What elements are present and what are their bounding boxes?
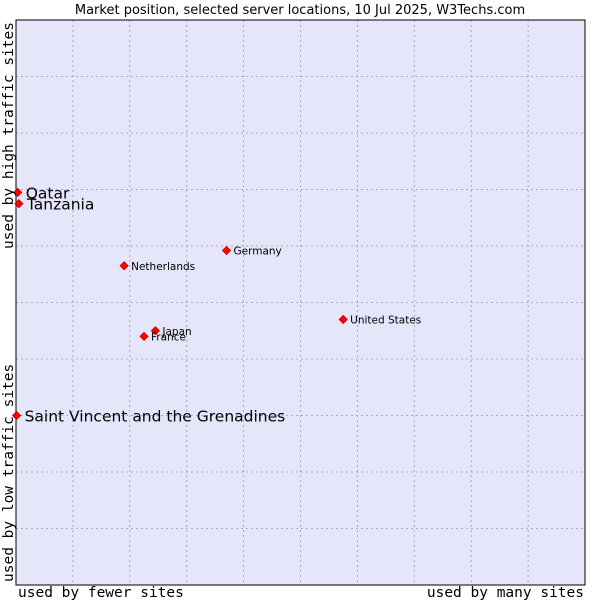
point-germany: Germany — [221, 245, 282, 258]
label-saint-vincent-and-the-grenadines: Saint Vincent and the Grenadines — [25, 408, 286, 426]
label-tanzania: Tanzania — [26, 196, 95, 214]
y-axis-label-bottom: used by low traffic sites — [1, 364, 17, 582]
point-japan: Japan — [150, 326, 192, 338]
marker-qatar — [13, 187, 23, 197]
label-france: France — [151, 331, 186, 343]
point-united-states: United States — [338, 314, 421, 326]
marker-saint-vincent-and-the-grenadines — [11, 410, 22, 421]
x-axis-label-right: used by many sites — [427, 585, 584, 600]
label-netherlands: Netherlands — [131, 261, 195, 273]
point-saint-vincent-and-the-grenadines: Saint Vincent and the Grenadines — [11, 408, 286, 426]
label-japan: Japan — [161, 326, 191, 338]
marker-germany — [221, 245, 232, 256]
marker-japan — [150, 326, 161, 336]
grid-lines — [16, 20, 585, 585]
label-united-states: United States — [350, 314, 421, 326]
point-netherlands: Netherlands — [119, 261, 195, 273]
chart-title: Market position, selected server locatio… — [75, 3, 525, 18]
plot-border — [15, 19, 586, 586]
label-qatar: Qatar — [26, 184, 70, 202]
point-tanzania: Tanzania — [14, 196, 95, 214]
marker-united-states — [338, 314, 348, 325]
point-qatar: Qatar — [13, 184, 70, 202]
point-france: France — [139, 331, 186, 343]
marker-tanzania — [14, 199, 24, 209]
x-axis-label-left: used by fewer sites — [18, 585, 184, 600]
label-germany: Germany — [234, 246, 282, 258]
marker-netherlands — [119, 261, 129, 271]
marker-france — [139, 331, 149, 342]
y-axis-label-top: used by high traffic sites — [1, 22, 17, 249]
